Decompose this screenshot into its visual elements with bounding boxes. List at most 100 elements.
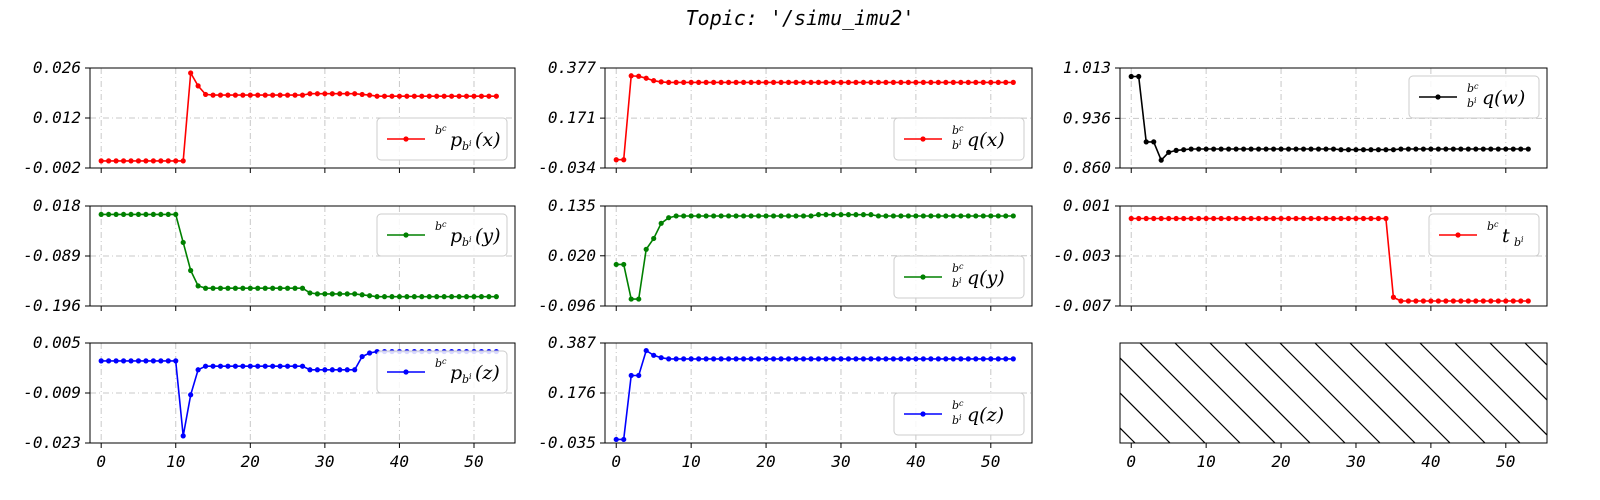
data-point <box>1368 215 1374 222</box>
data-point <box>973 213 979 219</box>
data-point <box>748 79 754 85</box>
legend-subsup: i <box>469 372 472 381</box>
data-point <box>988 79 994 85</box>
data-point <box>165 211 171 218</box>
data-point <box>973 79 979 85</box>
data-point <box>1248 215 1254 222</box>
data-point <box>995 356 1001 362</box>
data-point <box>718 356 724 362</box>
x-tick-label: 30 <box>830 452 850 471</box>
legend-base: q(y) <box>967 267 1005 289</box>
data-point <box>449 93 455 99</box>
data-point <box>210 363 216 369</box>
data-point <box>337 367 343 373</box>
data-point <box>143 158 149 164</box>
data-point <box>352 367 358 373</box>
data-point <box>367 350 373 356</box>
data-point <box>292 363 298 369</box>
data-point <box>1480 146 1486 152</box>
data-point <box>1226 215 1232 222</box>
data-point <box>973 356 979 362</box>
legend-supsub: c <box>1474 82 1479 91</box>
data-point <box>120 211 127 218</box>
x-tick-label: 10 <box>166 452 185 471</box>
data-point <box>1353 147 1359 153</box>
data-point <box>1270 215 1277 222</box>
data-point <box>755 79 762 85</box>
legend-sub: b <box>462 140 469 153</box>
data-point <box>628 372 634 379</box>
data-point <box>1010 213 1016 219</box>
legend-sup: b <box>952 399 959 412</box>
data-point <box>1293 215 1299 222</box>
legend-base: p <box>450 225 462 247</box>
data-point <box>666 356 672 362</box>
data-point <box>1136 73 1142 80</box>
data-point <box>943 79 949 85</box>
legend: b ct b i <box>1428 213 1540 257</box>
data-point <box>307 290 313 296</box>
data-point <box>322 367 328 373</box>
y-tick-label: 0.176 <box>548 383 596 402</box>
data-point <box>1203 215 1209 222</box>
data-point <box>158 211 164 218</box>
data-point <box>800 213 807 219</box>
y-tick-label: -0.034 <box>538 158 596 177</box>
data-point <box>1323 215 1329 222</box>
data-point <box>950 79 956 85</box>
data-point <box>277 92 283 98</box>
data-point <box>419 93 425 99</box>
data-point <box>830 356 837 362</box>
data-point <box>1218 215 1224 222</box>
data-point <box>995 213 1001 219</box>
data-point <box>1003 356 1009 362</box>
data-point <box>711 356 717 362</box>
data-point <box>1166 215 1172 222</box>
data-point <box>217 285 224 291</box>
data-point <box>823 212 829 218</box>
data-point <box>988 213 994 219</box>
data-point <box>1473 298 1479 304</box>
data-point <box>165 158 171 164</box>
data-point <box>688 356 694 362</box>
y-tick-label: -0.096 <box>538 296 596 315</box>
data-point <box>1248 146 1254 152</box>
legend-supsub: c <box>959 262 964 271</box>
legend-marker <box>920 136 926 142</box>
data-point <box>456 294 462 300</box>
x-tick-label: 50 <box>981 452 1000 471</box>
x-tick-label: 10 <box>682 452 701 471</box>
data-point <box>143 358 149 364</box>
data-point <box>935 79 941 85</box>
legend-base: q(z) <box>967 404 1004 426</box>
data-point <box>875 356 882 362</box>
data-point <box>1338 147 1344 153</box>
data-point <box>740 356 747 362</box>
data-point <box>793 79 799 85</box>
x-tick-label: 30 <box>1345 452 1365 471</box>
data-point <box>195 283 201 289</box>
data-point <box>210 285 216 291</box>
data-point <box>815 212 822 218</box>
data-point <box>113 358 119 364</box>
data-point <box>1465 298 1471 304</box>
data-point <box>681 213 687 219</box>
data-point <box>1443 298 1449 304</box>
data-point <box>1510 298 1516 304</box>
data-point <box>1203 146 1209 152</box>
data-point <box>958 79 964 85</box>
data-point <box>1525 298 1531 304</box>
data-point <box>1143 139 1149 145</box>
data-point <box>726 356 732 362</box>
data-point <box>1458 298 1464 304</box>
data-point <box>703 356 709 362</box>
data-point <box>195 83 201 89</box>
data-point <box>943 213 949 219</box>
data-point <box>1503 298 1509 304</box>
data-point <box>838 212 844 218</box>
data-point <box>628 296 634 302</box>
data-point <box>845 212 852 218</box>
data-point <box>463 93 470 99</box>
data-point <box>658 220 664 226</box>
data-point <box>188 267 194 274</box>
